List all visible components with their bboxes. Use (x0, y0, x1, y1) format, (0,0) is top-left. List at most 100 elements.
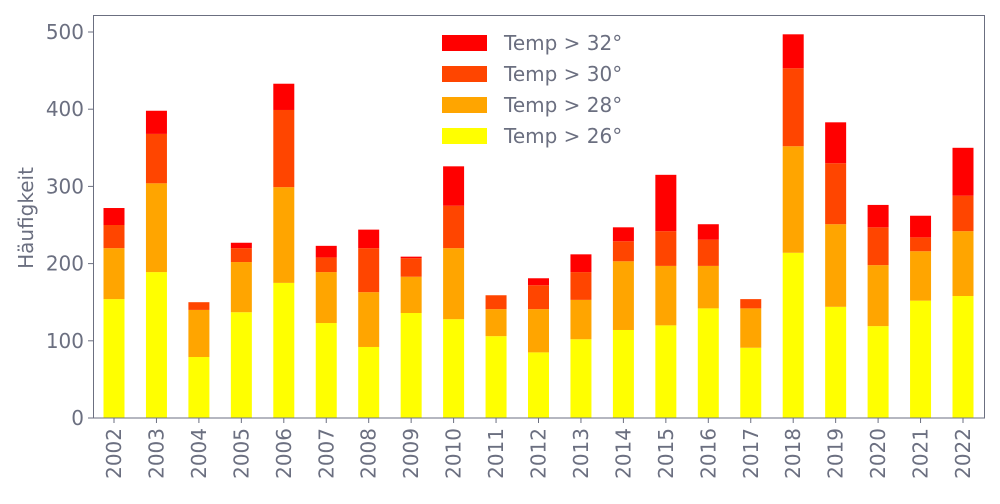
bar-2015-series-2 (655, 231, 677, 266)
bar-2019-series-3 (825, 122, 847, 164)
x-tick-label: 2019 (824, 428, 848, 479)
bar-2009-series-0 (400, 313, 422, 418)
bars-group (103, 34, 974, 418)
bar-2013-series-0 (570, 339, 592, 418)
bar-2013-series-1 (570, 299, 592, 340)
bar-2002-series-1 (103, 248, 125, 300)
bar-2005-series-1 (230, 262, 252, 313)
bar-2019-series-1 (825, 224, 847, 307)
y-tick-label: 300 (46, 174, 84, 198)
bar-2022-series-0 (952, 296, 974, 418)
bar-2010-series-2 (443, 205, 465, 249)
x-tick-label: 2012 (527, 428, 551, 479)
bar-2007-series-3 (315, 245, 337, 258)
bar-2016-series-2 (697, 239, 719, 266)
x-tick-label: 2021 (909, 428, 933, 479)
bar-2010-series-1 (443, 248, 465, 320)
bar-2008-series-0 (358, 346, 380, 418)
bar-2003-series-0 (145, 272, 167, 418)
bar-2003-series-1 (145, 183, 167, 273)
legend-swatch (442, 66, 487, 82)
legend-swatch (442, 97, 487, 113)
x-tick-label: 2016 (696, 428, 720, 479)
bar-2004-series-2 (188, 302, 210, 310)
bar-2004-series-0 (188, 357, 210, 418)
bar-2017-series-0 (740, 347, 762, 418)
bar-2006-series-0 (273, 282, 295, 418)
bar-2014-series-0 (612, 329, 634, 418)
bar-2015-series-3 (655, 174, 677, 232)
y-tick-label: 400 (46, 97, 84, 121)
bar-2022-series-1 (952, 231, 974, 297)
bar-2008-series-1 (358, 292, 380, 347)
bar-2002-series-3 (103, 208, 125, 225)
bar-2005-series-0 (230, 312, 252, 418)
bar-2015-series-0 (655, 325, 677, 418)
bar-2010-series-3 (443, 166, 465, 206)
bar-2021-series-0 (910, 300, 932, 418)
bar-2020-series-0 (867, 326, 889, 418)
bar-2006-series-3 (273, 83, 295, 110)
bar-2020-series-2 (867, 227, 889, 266)
bar-2002-series-0 (103, 299, 125, 418)
y-tick-label: 100 (46, 329, 84, 353)
bar-2016-series-1 (697, 265, 719, 309)
bar-2011-series-0 (485, 336, 507, 418)
bar-2012-series-1 (528, 309, 549, 353)
x-tick-label: 2010 (442, 428, 466, 479)
bar-2007-series-1 (315, 272, 337, 324)
bar-2003-series-3 (145, 110, 167, 134)
bar-2020-series-3 (867, 204, 889, 228)
bar-2021-series-2 (910, 237, 932, 252)
bar-2013-series-2 (570, 272, 592, 300)
bar-2012-series-3 (528, 278, 549, 286)
y-tick-label: 500 (46, 20, 84, 44)
x-tick-label: 2009 (399, 428, 423, 479)
bar-2006-series-1 (273, 187, 295, 283)
bar-2003-series-2 (145, 133, 167, 184)
x-tick-label: 2011 (484, 428, 508, 479)
legend: Temp > 32° Temp > 30° Temp > 28° Temp > 26° (442, 31, 622, 148)
x-tick-label: 2005 (229, 428, 253, 479)
x-tick-label: 2003 (144, 428, 168, 479)
x-axis: 2002 2003 2004 2005 2006 2007 2008 2009 2010 2011… (102, 418, 975, 479)
legend-label: Temp > 32° (503, 31, 622, 55)
bar-2018-series-3 (782, 34, 804, 69)
y-tick-label: 0 (71, 406, 84, 430)
legend-swatch (442, 35, 487, 51)
x-tick-label: 2018 (781, 428, 805, 479)
bar-2007-series-2 (315, 257, 337, 273)
bar-2007-series-0 (315, 323, 337, 418)
bar-2022-series-2 (952, 195, 974, 232)
bar-2018-series-2 (782, 68, 804, 147)
x-tick-label: 2007 (314, 428, 338, 479)
bar-2019-series-2 (825, 163, 847, 225)
bar-2004-series-1 (188, 309, 210, 358)
bar-2005-series-2 (230, 248, 252, 263)
bar-2021-series-1 (910, 251, 932, 301)
bar-2009-series-3 (400, 256, 422, 259)
legend-label: Temp > 28° (503, 93, 622, 117)
bar-2008-series-2 (358, 248, 380, 293)
bar-2018-series-0 (782, 252, 804, 418)
bar-2009-series-2 (400, 258, 422, 277)
bar-2011-series-2 (485, 295, 507, 310)
x-tick-label: 2004 (187, 428, 211, 479)
bar-2019-series-0 (825, 306, 847, 418)
bar-2014-series-3 (612, 227, 634, 242)
legend-label: Temp > 26° (503, 124, 622, 148)
bar-2015-series-1 (655, 265, 677, 326)
x-tick-label: 2020 (866, 428, 890, 479)
bar-2005-series-3 (230, 242, 252, 249)
x-tick-label: 2008 (357, 428, 381, 479)
bar-2010-series-0 (443, 319, 465, 418)
legend-swatch (442, 128, 487, 144)
x-tick-label: 2006 (272, 428, 296, 479)
y-tick-label: 200 (46, 252, 84, 276)
x-tick-label: 2002 (102, 428, 126, 479)
bar-2014-series-1 (612, 261, 634, 330)
bar-2018-series-1 (782, 146, 804, 253)
y-axis: 0 100 200 300 400 500 (46, 20, 93, 430)
bar-2002-series-2 (103, 225, 125, 249)
